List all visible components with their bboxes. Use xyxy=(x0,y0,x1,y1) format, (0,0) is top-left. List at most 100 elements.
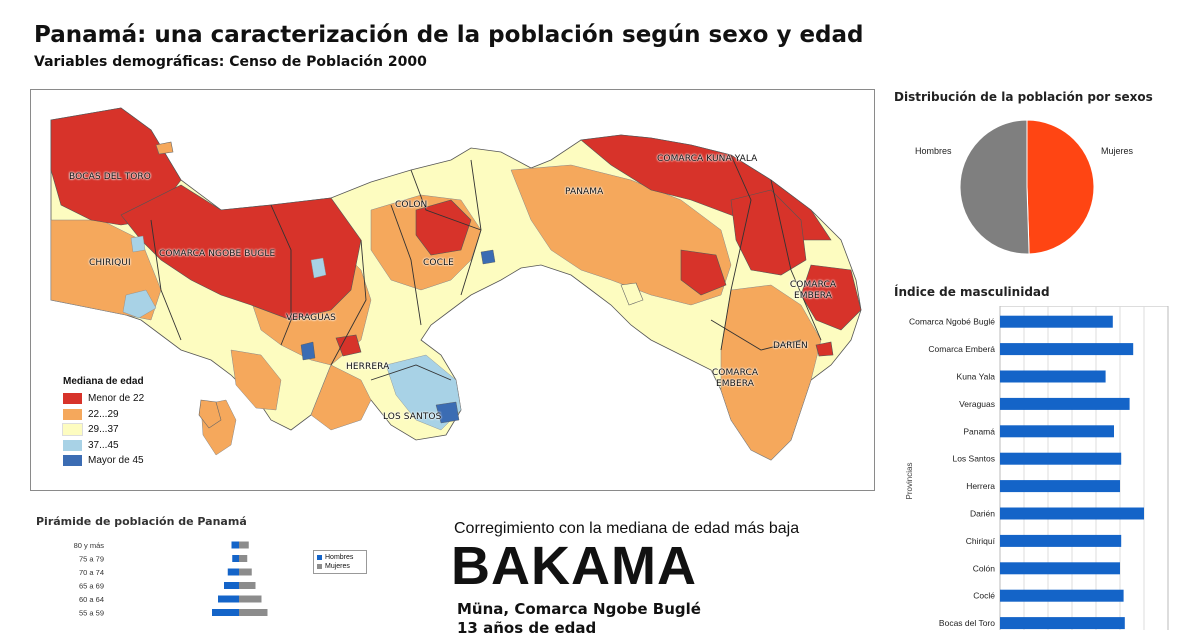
pyramid-bar-mujeres[interactable] xyxy=(239,595,262,603)
legend-swatch xyxy=(63,393,82,405)
legend-label: Menor de 22 xyxy=(88,393,145,405)
region-darkblue xyxy=(480,249,496,265)
region-darkblue xyxy=(435,401,460,424)
pyramid-bar-hombres[interactable] xyxy=(212,609,239,616)
pyramid-title: Pirámide de población de Panamá xyxy=(36,515,247,528)
bar-category-label: Panamá xyxy=(963,426,995,436)
map-canvas xyxy=(50,107,862,461)
region-darkblue xyxy=(300,341,316,361)
region-red xyxy=(335,334,362,357)
legend-title: Mediana de edad xyxy=(63,376,144,387)
pie-label-mujeres: Mujeres xyxy=(1101,146,1134,156)
region-red xyxy=(680,249,727,296)
pyramid-bar-hombres[interactable] xyxy=(227,568,239,576)
bar[interactable] xyxy=(1000,370,1106,383)
pyramid-bar-mujeres[interactable] xyxy=(239,555,248,562)
pyramid-bar-mujeres[interactable] xyxy=(239,609,268,616)
bar[interactable] xyxy=(1000,452,1122,465)
region-label: COMARCA KUNA YALA xyxy=(657,154,758,164)
bar-plot-area xyxy=(999,306,1169,630)
bar-category-label: Los Santos xyxy=(952,454,995,464)
legend-label: 37...45 xyxy=(88,439,119,451)
bar-category-label: Chiriquí xyxy=(966,536,996,546)
corregimiento-age: 13 años de edad xyxy=(457,619,597,637)
region-label: CHIRIQUI xyxy=(89,258,131,268)
bar[interactable] xyxy=(1000,617,1125,630)
region-orange xyxy=(510,164,732,306)
region-red xyxy=(415,199,472,256)
pyramid-age-label: 80 y más xyxy=(74,541,105,550)
bar[interactable] xyxy=(1000,562,1120,575)
region-label: COMARCA EMBERA xyxy=(711,368,759,389)
island xyxy=(620,282,644,306)
pyramid-bar-mujeres[interactable] xyxy=(239,541,249,549)
bar-chart[interactable]: Comarca Ngobé Buglé Comarca Emberá Kuna Ya… xyxy=(900,306,1182,630)
pyramid-bar-mujeres[interactable] xyxy=(239,568,252,576)
pyramid-age-label: 55 a 59 xyxy=(79,609,104,618)
bar-category-label: Colón xyxy=(973,563,995,573)
pyramid-legend-label: Mujeres xyxy=(325,563,350,570)
pie-label-hombres: Hombres xyxy=(915,146,952,156)
pyramid-legend-item: Mujeres xyxy=(317,562,363,571)
population-pyramid[interactable]: 80 y más 75 a 79 70 a 74 65 a 69 60 a 64 55 a… xyxy=(40,538,320,630)
region-label: HERRERA xyxy=(346,362,390,372)
bar-category-label: Herrera xyxy=(966,481,995,491)
bar-axis-label: Provincias xyxy=(905,463,914,500)
region-orange xyxy=(720,284,822,461)
region-orange xyxy=(310,364,372,431)
legend-item: 29...37 xyxy=(62,422,144,438)
legend-item: Menor de 22 xyxy=(63,391,144,407)
province-borders xyxy=(150,154,822,381)
bar[interactable] xyxy=(1000,343,1134,356)
pyramid-bar-hombres[interactable] xyxy=(218,595,239,603)
bar-category-label: Bocas del Toro xyxy=(939,618,995,628)
pyramid-bar-hombres[interactable] xyxy=(232,555,239,562)
bar-category-label: Comarca Emberá xyxy=(928,344,995,354)
bar-chart-title: Índice de masculinidad xyxy=(894,285,1050,299)
pyramid-legend-item: Hombres xyxy=(317,553,363,562)
pyramid-bar-hombres[interactable] xyxy=(224,582,239,589)
legend-label: 29...37 xyxy=(88,424,119,436)
choropleth-map[interactable]: BOCAS DEL TORO CHIRIQUI COMARCA NGOBE BU… xyxy=(30,89,875,491)
legend-item: 37...45 xyxy=(63,438,144,454)
bar[interactable] xyxy=(1000,534,1122,547)
pyramid-age-label: 75 a 79 xyxy=(79,555,104,564)
bar[interactable] xyxy=(1000,425,1114,438)
bar[interactable] xyxy=(1000,397,1130,410)
page-subtitle: Variables demográficas: Censo de Poblaci… xyxy=(34,54,427,70)
region-red xyxy=(800,264,862,331)
region-label: DARIEN xyxy=(773,341,808,351)
region-label: PANAMA xyxy=(565,187,604,197)
region-label: COMARCA EMBERA xyxy=(789,280,837,301)
bar-category-label: Kuna Yala xyxy=(957,372,996,382)
bar-category-label: Comarca Ngobé Buglé xyxy=(909,317,995,327)
pie-chart[interactable] xyxy=(955,118,1099,256)
region-label: COLON xyxy=(395,200,428,210)
pyramid-age-label: 70 a 74 xyxy=(79,568,104,577)
pyramid-legend-swatch xyxy=(317,555,322,560)
pie-chart-title: Distribución de la población por sexos xyxy=(894,90,1153,104)
region-lightblue xyxy=(130,235,146,253)
corregimiento-name: BAKAMA xyxy=(451,536,697,596)
pyramid-legend-label: Hombres xyxy=(325,554,354,561)
bar[interactable] xyxy=(1000,589,1124,602)
legend-item: Mayor de 45 xyxy=(63,453,144,469)
legend-swatch xyxy=(63,455,82,467)
bar[interactable] xyxy=(1000,507,1144,520)
pie-slice-hombres[interactable] xyxy=(959,119,1030,255)
region-red xyxy=(120,184,362,321)
legend-label: 22...29 xyxy=(88,408,119,420)
bar[interactable] xyxy=(1000,480,1120,493)
bar-category-label: Darién xyxy=(970,509,995,519)
bar[interactable] xyxy=(1000,315,1113,328)
pyramid-age-label: 60 a 64 xyxy=(79,595,104,604)
region-red xyxy=(815,341,834,357)
pyramid-bar-hombres[interactable] xyxy=(231,541,240,549)
pie-slice-mujeres[interactable] xyxy=(1026,119,1095,255)
region-lightblue xyxy=(122,289,157,319)
pyramid-bar-mujeres[interactable] xyxy=(239,582,256,589)
region-label: LOS SANTOS xyxy=(383,412,442,422)
pyramid-legend-swatch xyxy=(317,564,322,569)
region-lightblue xyxy=(310,257,327,279)
bar-category-label: Veraguas xyxy=(959,399,995,409)
